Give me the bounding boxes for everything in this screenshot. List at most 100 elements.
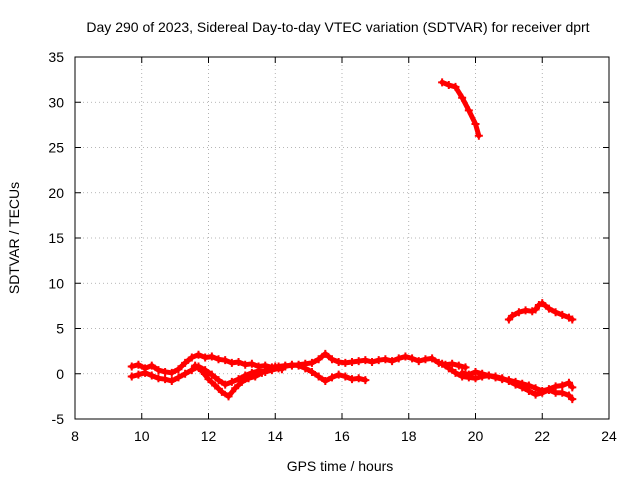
data-point: [428, 354, 437, 363]
y-tick-label: 25: [48, 140, 64, 156]
data-point: [327, 355, 336, 364]
x-tick-label: 10: [134, 428, 150, 444]
data-point: [504, 376, 513, 385]
data-point: [374, 356, 383, 365]
x-axis-label: GPS time / hours: [287, 458, 394, 474]
data-point: [381, 355, 390, 364]
data-point: [277, 365, 286, 374]
data-point: [521, 306, 530, 315]
data-point: [244, 374, 253, 383]
data-point: [471, 367, 480, 376]
x-tick-label: 24: [601, 428, 617, 444]
data-point: [334, 370, 343, 379]
data-point: [247, 359, 256, 368]
x-tick-label: 8: [71, 428, 79, 444]
y-tick-label: 30: [48, 94, 64, 110]
data-point: [538, 299, 547, 308]
data-point: [314, 372, 323, 381]
data-point: [227, 358, 236, 367]
data-point: [464, 106, 473, 115]
data-point: [334, 357, 343, 366]
data-point: [141, 368, 150, 377]
data-point: [214, 376, 223, 385]
data-point: [524, 386, 533, 395]
data-point: [354, 357, 363, 366]
data-point: [531, 390, 540, 399]
data-point: [421, 355, 430, 364]
data-point: [544, 386, 553, 395]
data-point: [414, 357, 423, 366]
data-point: [341, 358, 350, 367]
data-point: [461, 363, 470, 372]
data-point: [221, 380, 230, 389]
data-point: [538, 388, 547, 397]
data-point: [211, 381, 220, 390]
data-point: [147, 361, 156, 370]
data-point: [321, 376, 330, 385]
data-point: [558, 381, 567, 390]
data-point: [234, 357, 243, 366]
data-point: [458, 368, 467, 377]
y-tick-label: 5: [56, 321, 64, 337]
data-point: [237, 377, 246, 386]
data-point: [264, 364, 273, 373]
data-point: [568, 395, 577, 404]
data-point: [287, 360, 296, 369]
data-point: [394, 354, 403, 363]
data-point: [518, 383, 527, 392]
data-point: [341, 372, 350, 381]
data-point: [217, 387, 226, 396]
data-point: [204, 375, 213, 384]
data-point: [448, 359, 457, 368]
data-point: [154, 374, 163, 383]
data-points: [127, 78, 577, 404]
data-point: [134, 370, 143, 379]
x-tick-label: 16: [334, 428, 350, 444]
data-point: [154, 366, 163, 375]
data-point: [361, 356, 370, 365]
x-tick-label: 22: [534, 428, 550, 444]
data-point: [458, 93, 467, 102]
data-point: [301, 364, 310, 373]
data-point: [438, 359, 447, 368]
x-tick-label: 20: [468, 428, 484, 444]
data-point: [181, 358, 190, 367]
data-point: [257, 368, 266, 377]
data-point: [551, 388, 560, 397]
data-point: [564, 378, 573, 387]
data-point: [514, 308, 523, 317]
data-point: [307, 358, 316, 367]
data-point: [207, 370, 216, 379]
data-point: [294, 361, 303, 370]
data-point: [508, 311, 517, 320]
data-point: [361, 376, 370, 385]
data-point: [167, 368, 176, 377]
data-point: [197, 367, 206, 376]
data-point: [161, 367, 170, 376]
data-point: [444, 364, 453, 373]
data-point: [271, 362, 280, 371]
data-point: [551, 308, 560, 317]
x-tick-label: 12: [201, 428, 217, 444]
y-tick-label: 35: [48, 49, 64, 65]
data-point: [221, 356, 230, 365]
data-point: [214, 355, 223, 364]
x-tick-label: 14: [267, 428, 283, 444]
data-point: [491, 372, 500, 381]
data-point: [127, 372, 136, 381]
x-tick-label: 18: [401, 428, 417, 444]
data-point: [544, 304, 553, 313]
data-point: [207, 352, 216, 361]
data-point: [498, 374, 507, 383]
data-point: [531, 305, 540, 314]
data-point: [147, 371, 156, 380]
data-point: [454, 361, 463, 370]
data-point: [568, 315, 577, 324]
data-point: [388, 357, 397, 366]
data-point: [348, 375, 357, 384]
data-point: [484, 371, 493, 380]
data-point: [174, 365, 183, 374]
y-tick-label: 10: [48, 275, 64, 291]
data-point: [558, 310, 567, 319]
